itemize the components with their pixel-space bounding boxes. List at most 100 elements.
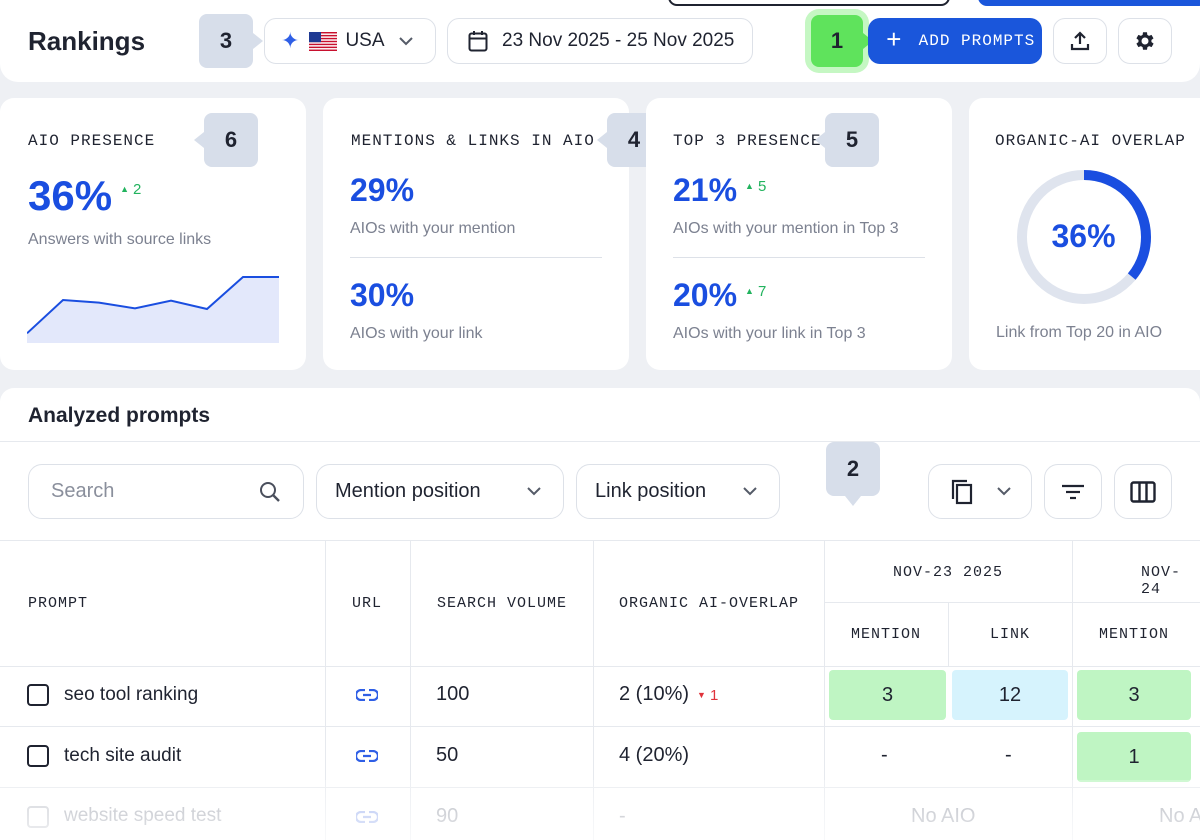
column-header-mention[interactable]: MENTION: [851, 626, 922, 643]
date-range-picker[interactable]: 23 Nov 2025 - 25 Nov 2025: [447, 18, 753, 64]
gear-icon: [1136, 32, 1154, 50]
prompt-text[interactable]: seo tool ranking: [64, 684, 199, 705]
top3-link-caption: AIOs with your link in Top 3: [673, 325, 866, 342]
top-outline-button[interactable]: [668, 0, 950, 6]
row-checkbox[interactable]: [27, 745, 49, 767]
link-value: 30%: [350, 277, 415, 313]
mention-score[interactable]: 3: [829, 670, 946, 720]
overlap-title: ORGANIC-AI OVERLAP: [995, 132, 1186, 150]
search-volume: 50: [436, 744, 459, 766]
top3-presence-card: TOP 3 PRESENCE 21% 5 AIOs with your ment…: [646, 98, 952, 370]
row-checkbox[interactable]: [27, 806, 49, 828]
search-icon[interactable]: [259, 481, 281, 503]
column-header-prompt[interactable]: PROMPT: [28, 595, 89, 612]
overlap-caption: Link from Top 20 in AIO: [996, 324, 1163, 341]
top-primary-button[interactable]: [978, 0, 1200, 6]
search-input[interactable]: [51, 480, 231, 503]
link-position-label: Link position: [595, 480, 707, 502]
chevron-down-icon: [398, 36, 413, 45]
callout-badge-5: 5: [815, 113, 879, 167]
top3-link-delta: 7: [745, 283, 766, 300]
sparkline-line: [27, 276, 279, 335]
analyzed-prompts-section: Analyzed prompts Mention position Link p…: [0, 388, 1200, 840]
column-header-organic-overlap[interactable]: ORGANIC AI-OVERLAP: [619, 595, 800, 612]
col-divider: [824, 540, 825, 840]
overlap-donut: [1017, 170, 1151, 304]
col-divider: [1072, 540, 1073, 840]
column-header-date-1: NOV-23 2025: [893, 564, 1004, 581]
country-selector[interactable]: ✦ USA: [264, 18, 436, 64]
aio-presence-title: AIO PRESENCE: [28, 132, 156, 150]
mention-position-label: Mention position: [335, 480, 481, 502]
top3-title: TOP 3 PRESENCE: [673, 132, 822, 150]
column-header-url[interactable]: URL: [352, 595, 383, 612]
row-divider: [0, 726, 1200, 727]
header-sub-divider: [824, 602, 1200, 603]
search-volume: 90: [436, 805, 459, 827]
link-icon[interactable]: [356, 689, 378, 701]
link-score[interactable]: 12: [952, 670, 1068, 720]
page-title: Rankings: [28, 26, 146, 56]
ai-sparkle-icon: ✦: [281, 28, 300, 53]
table-top-border: [0, 540, 1200, 541]
chevron-down-icon: [527, 487, 541, 496]
filter-button[interactable]: [1044, 464, 1102, 519]
donut-arc: [1017, 170, 1151, 304]
export-button[interactable]: [1053, 18, 1107, 64]
callout-badge-1: 1: [811, 15, 873, 67]
section-divider: [0, 441, 1200, 442]
prompt-text[interactable]: tech site audit: [64, 745, 182, 766]
chevron-down-icon: [743, 487, 757, 496]
link-icon[interactable]: [356, 811, 378, 823]
country-label: USA: [345, 30, 385, 51]
no-aio-status: No AIO: [911, 805, 976, 827]
filter-icon: [1062, 484, 1084, 499]
us-flag-icon: [309, 31, 338, 51]
mention-position-dropdown[interactable]: Mention position: [316, 464, 564, 519]
copy-dropdown-button[interactable]: [928, 464, 1032, 519]
aio-presence-delta: 2: [120, 181, 141, 198]
mention-caption: AIOs with your mention: [350, 220, 516, 237]
col-divider: [593, 540, 594, 840]
top3-link-value: 20%: [673, 277, 738, 313]
column-header-date-2: NOV-24: [1141, 564, 1182, 598]
link-icon[interactable]: [356, 750, 378, 762]
mention-score: -: [881, 744, 888, 766]
sparkline-area: [27, 277, 279, 343]
column-header-search-volume[interactable]: SEARCH VOLUME: [437, 595, 568, 612]
top3-mention-value: 21%: [673, 172, 738, 208]
col-divider: [948, 602, 949, 666]
card-divider: [673, 257, 925, 258]
mention-value: 29%: [350, 172, 415, 208]
link-position-dropdown[interactable]: Link position: [576, 464, 780, 519]
callout-badge-3: 3: [199, 14, 263, 68]
add-prompts-button[interactable]: + ADD PROMPTS: [868, 18, 1042, 64]
organic-overlap: -: [619, 805, 626, 827]
callout-badge-2: 2: [826, 442, 880, 506]
organic-overlap: 4 (20%): [619, 744, 690, 766]
prompt-text[interactable]: website speed test: [64, 805, 222, 826]
settings-button[interactable]: [1118, 18, 1172, 64]
section-title: Analyzed prompts: [28, 404, 211, 427]
aio-presence-caption: Answers with source links: [28, 231, 212, 248]
top3-mention-caption: AIOs with your mention in Top 3: [673, 220, 899, 237]
row-checkbox[interactable]: [27, 684, 49, 706]
columns-button[interactable]: [1114, 464, 1172, 519]
calendar-icon: [468, 31, 488, 52]
col-divider: [410, 540, 411, 840]
mentions-links-title: MENTIONS & LINKS IN AIO: [351, 132, 595, 150]
aio-presence-sparkline: [27, 276, 279, 343]
copy-icon: [951, 479, 973, 504]
column-header-mention[interactable]: MENTION: [1099, 626, 1170, 643]
mention-score[interactable]: 3: [1077, 670, 1191, 720]
search-box[interactable]: [28, 464, 304, 519]
upload-icon: [1070, 31, 1090, 51]
chevron-down-icon: [997, 487, 1011, 496]
header-bottom-border: [0, 666, 1200, 667]
mention-score[interactable]: 1: [1077, 732, 1191, 782]
aio-presence-value: 36%: [28, 172, 113, 219]
column-header-link[interactable]: LINK: [990, 626, 1031, 643]
mentions-links-card: MENTIONS & LINKS IN AIO 29% AIOs with yo…: [323, 98, 629, 370]
col-divider: [325, 540, 326, 840]
top3-mention-delta: 5: [745, 178, 766, 195]
